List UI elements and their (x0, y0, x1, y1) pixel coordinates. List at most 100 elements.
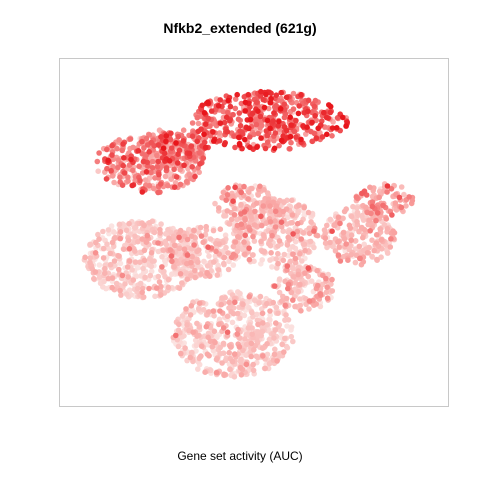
scatter-point (232, 96, 239, 102)
scatter-point (198, 353, 204, 359)
scatter-point (171, 264, 177, 270)
scatter-point (261, 232, 267, 239)
scatter-point (132, 233, 138, 240)
scatter-point (221, 371, 227, 378)
scatter-point (173, 174, 180, 180)
scatter-point (294, 233, 301, 239)
scatter-point (361, 226, 368, 233)
scatter-point (245, 325, 252, 331)
scatter-point (253, 99, 260, 106)
scatter-point (230, 262, 237, 268)
scatter-point (305, 265, 312, 271)
scatter-point (255, 329, 261, 335)
scatter-point (260, 203, 267, 209)
scatter-point (177, 181, 184, 188)
scatter-point (149, 258, 156, 265)
scatter-point (270, 299, 277, 306)
scatter-point (246, 293, 253, 300)
scatter-point (290, 297, 296, 303)
scatter-point (160, 145, 167, 151)
scatter-point (194, 114, 201, 121)
scatter-point (319, 134, 326, 140)
scatter-point (158, 221, 164, 227)
scatter-point (387, 244, 394, 250)
scatter-point (243, 352, 249, 359)
scatter-point (297, 302, 304, 309)
scatter-point (182, 345, 188, 351)
scatter-point (122, 281, 128, 287)
scatter-point (350, 203, 356, 210)
scatter-point (208, 267, 214, 274)
scatter-point (331, 222, 337, 229)
scatter-point (276, 238, 283, 244)
scatter-point (264, 190, 271, 196)
scatter-point (139, 138, 145, 145)
scatter-point (267, 203, 273, 209)
scatter-point (220, 189, 227, 196)
scatter-point (213, 356, 220, 363)
scatter-point (302, 247, 308, 254)
scatter-point (276, 352, 283, 359)
scatter-point (242, 99, 249, 106)
scatter-point (149, 158, 156, 165)
scatter-point (249, 309, 255, 316)
scatter-point (100, 245, 107, 252)
scatter-point (105, 275, 112, 282)
scatter-point (226, 349, 232, 356)
scatter-point (302, 270, 308, 276)
scatter-point (216, 241, 222, 247)
scatter-point (280, 228, 287, 234)
scatter-point (156, 279, 163, 285)
scatter-point (398, 204, 405, 211)
scatter-point (260, 96, 267, 103)
scatter-point (155, 273, 162, 280)
scatter-point (267, 99, 274, 106)
scatter-point (125, 237, 132, 244)
scatter-point (162, 231, 169, 237)
scatter-point (114, 145, 120, 152)
scatter-point (139, 189, 146, 195)
scatter-point (176, 321, 182, 328)
scatter-point (104, 241, 110, 247)
scatter-point (146, 182, 153, 189)
scatter-point (314, 267, 321, 274)
scatter-point (263, 220, 270, 226)
scatter-point (247, 134, 253, 140)
scatter-point (200, 155, 207, 161)
scatter-point (241, 183, 247, 190)
scatter-point (248, 340, 255, 347)
scatter-point (111, 179, 117, 186)
scatter-point (259, 257, 266, 263)
scatter-point (158, 134, 164, 140)
scatter-point (184, 252, 191, 258)
scatter-point (288, 122, 295, 128)
scatter-point (148, 250, 155, 256)
scatter-point (109, 239, 116, 246)
scatter-point (115, 164, 121, 171)
scatter-point (151, 229, 158, 236)
scatter-point (211, 138, 217, 144)
scatter-point (290, 106, 297, 112)
scatter-point (272, 224, 279, 230)
scatter-point (272, 346, 278, 353)
scatter-point (324, 295, 331, 302)
scatter-point (305, 209, 312, 216)
scatter-point (312, 113, 318, 119)
scatter-point (214, 272, 221, 278)
scatter-point (230, 198, 236, 204)
scatter-point (253, 121, 260, 128)
scatter-point (237, 364, 244, 371)
scatter-point (317, 303, 324, 310)
scatter-point (159, 264, 165, 270)
scatter-point (252, 208, 258, 215)
scatter-point (267, 208, 274, 215)
scatter-point (232, 105, 239, 112)
scatter-point (235, 116, 242, 122)
scatter-point (336, 244, 343, 250)
scatter-point (259, 345, 266, 352)
scatter-point (216, 205, 222, 211)
scatter-point (94, 158, 101, 165)
scatter-point (192, 267, 198, 274)
scatter-point (163, 133, 170, 139)
scatter-point (228, 216, 235, 223)
